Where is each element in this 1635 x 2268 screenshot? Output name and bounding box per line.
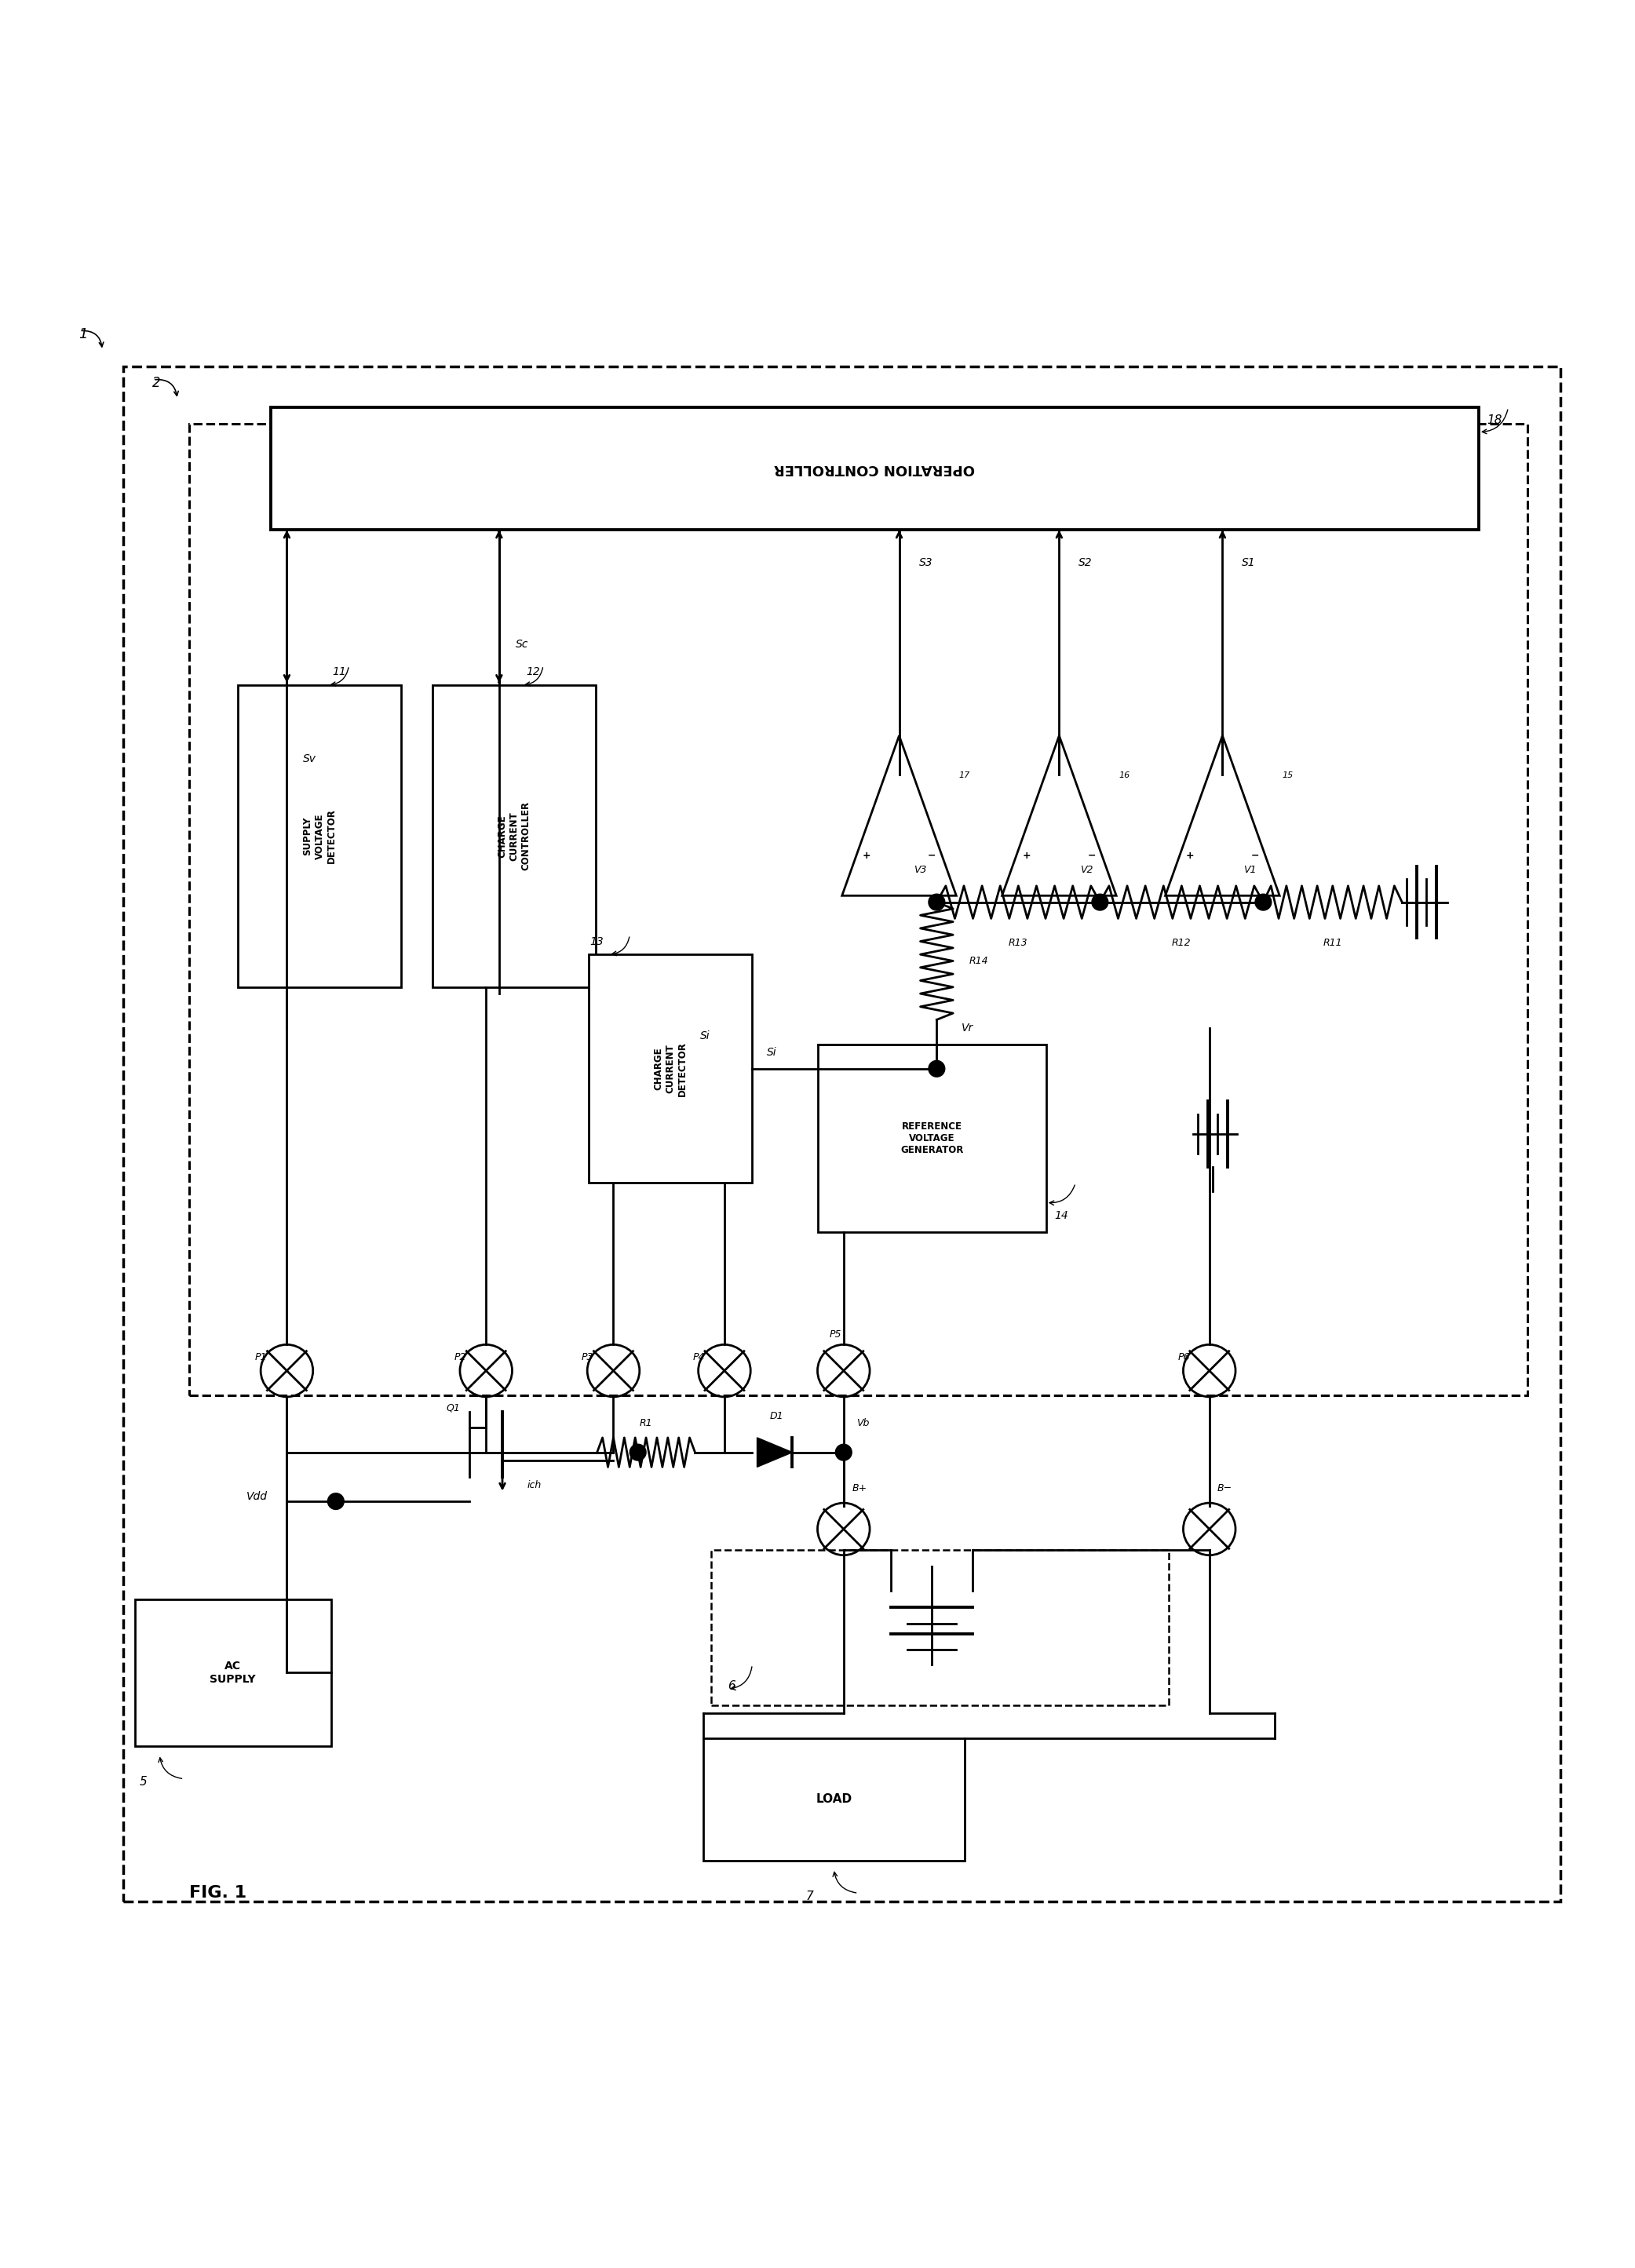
Text: D1: D1: [770, 1411, 783, 1422]
Text: LOAD: LOAD: [816, 1794, 852, 1805]
Text: 15: 15: [1282, 771, 1293, 780]
Bar: [703, 1737, 965, 1860]
Text: P6: P6: [1177, 1352, 1190, 1363]
Bar: [270, 408, 1478, 531]
Text: OPERATION CONTROLLER: OPERATION CONTROLLER: [775, 463, 974, 476]
Text: −: −: [927, 850, 935, 862]
Bar: [589, 955, 752, 1184]
Text: P4: P4: [693, 1352, 705, 1363]
Circle shape: [629, 1445, 646, 1461]
Text: V2: V2: [1081, 864, 1094, 875]
Circle shape: [327, 1492, 343, 1510]
Text: 18: 18: [1486, 415, 1503, 426]
Text: +: +: [862, 850, 871, 862]
Text: +: +: [1185, 850, 1194, 862]
Text: +: +: [1022, 850, 1030, 862]
Text: SUPPLY
VOLTAGE
DETECTOR: SUPPLY VOLTAGE DETECTOR: [302, 810, 337, 864]
Text: 12: 12: [526, 667, 540, 678]
Bar: [237, 685, 401, 987]
Polygon shape: [757, 1438, 793, 1467]
Text: CHARGE
CURRENT
DETECTOR: CHARGE CURRENT DETECTOR: [654, 1041, 687, 1095]
Text: Si: Si: [767, 1048, 777, 1057]
Text: R14: R14: [970, 955, 989, 966]
Text: R12: R12: [1172, 939, 1192, 948]
Bar: [711, 1551, 1169, 1706]
Text: ich: ich: [526, 1481, 541, 1490]
Text: Vdd: Vdd: [245, 1490, 267, 1501]
Text: V1: V1: [1244, 864, 1257, 875]
Text: Si: Si: [700, 1030, 710, 1041]
Circle shape: [929, 1061, 945, 1077]
Text: S3: S3: [919, 558, 932, 567]
Bar: [190, 424, 1527, 1395]
Text: Q1: Q1: [446, 1404, 461, 1413]
Text: 7: 7: [806, 1892, 813, 1903]
Text: 2: 2: [152, 376, 160, 390]
Text: Sc: Sc: [515, 640, 528, 649]
Circle shape: [835, 1445, 852, 1461]
Text: P1: P1: [255, 1352, 267, 1363]
Text: Sv: Sv: [302, 753, 317, 764]
Text: 11: 11: [332, 667, 347, 678]
Text: −: −: [1087, 850, 1095, 862]
Text: R1: R1: [639, 1418, 652, 1429]
Bar: [124, 367, 1560, 1901]
Text: P2: P2: [455, 1352, 466, 1363]
Text: P3: P3: [582, 1352, 594, 1363]
Circle shape: [1256, 894, 1272, 909]
Text: 13: 13: [590, 937, 603, 946]
Text: 1: 1: [78, 327, 87, 340]
Text: R13: R13: [1009, 939, 1028, 948]
Text: REFERENCE
VOLTAGE
GENERATOR: REFERENCE VOLTAGE GENERATOR: [901, 1120, 963, 1154]
Text: Vr: Vr: [961, 1023, 973, 1034]
Text: S2: S2: [1079, 558, 1092, 567]
Text: V3: V3: [914, 864, 927, 875]
Text: 14: 14: [1055, 1211, 1068, 1220]
Text: AC
SUPPLY: AC SUPPLY: [209, 1660, 257, 1685]
Text: CHARGE
CURRENT
CONTROLLER: CHARGE CURRENT CONTROLLER: [497, 801, 531, 871]
Text: 16: 16: [1118, 771, 1130, 780]
Bar: [432, 685, 595, 987]
Text: Vb: Vb: [857, 1418, 870, 1429]
Text: FIG. 1: FIG. 1: [190, 1885, 247, 1901]
Text: 17: 17: [958, 771, 970, 780]
Text: B−: B−: [1218, 1483, 1233, 1492]
Text: S1: S1: [1243, 558, 1256, 567]
Bar: [818, 1043, 1046, 1232]
Bar: [136, 1599, 330, 1746]
Text: R11: R11: [1323, 939, 1342, 948]
Text: P5: P5: [829, 1329, 842, 1340]
Text: B+: B+: [852, 1483, 867, 1492]
Circle shape: [929, 894, 945, 909]
Text: −: −: [1251, 850, 1259, 862]
Text: 5: 5: [139, 1776, 147, 1787]
Text: 6: 6: [728, 1681, 736, 1692]
Circle shape: [1092, 894, 1109, 909]
